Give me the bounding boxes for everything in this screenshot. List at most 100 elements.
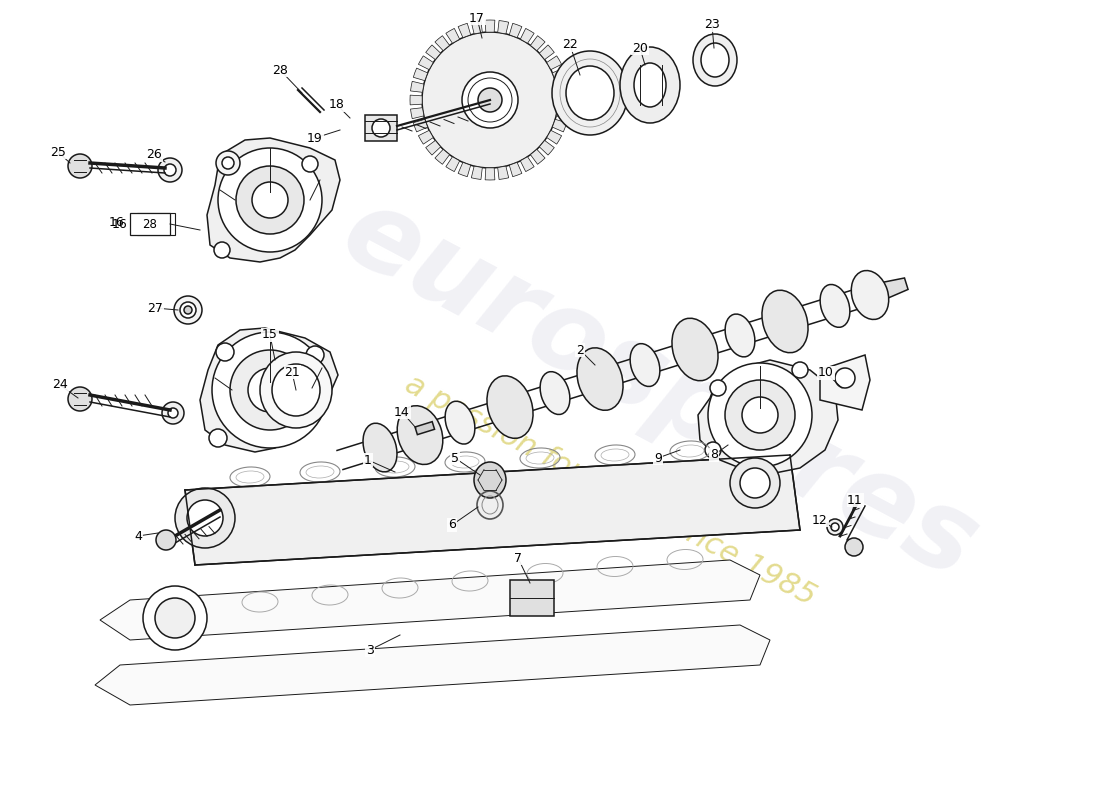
Ellipse shape (566, 66, 614, 120)
Ellipse shape (155, 598, 195, 638)
Text: 1: 1 (364, 454, 372, 466)
Ellipse shape (705, 442, 720, 458)
Text: 9: 9 (654, 451, 662, 465)
Ellipse shape (540, 372, 570, 414)
Text: 15: 15 (262, 329, 278, 342)
Polygon shape (520, 29, 535, 43)
Ellipse shape (363, 423, 397, 472)
Polygon shape (100, 560, 760, 640)
Ellipse shape (576, 348, 623, 410)
Polygon shape (539, 141, 554, 155)
Polygon shape (200, 328, 338, 452)
Ellipse shape (212, 332, 328, 448)
Polygon shape (207, 138, 340, 262)
Polygon shape (552, 119, 567, 132)
Ellipse shape (218, 148, 322, 252)
Ellipse shape (845, 538, 864, 556)
Ellipse shape (162, 402, 184, 424)
Ellipse shape (835, 368, 855, 388)
Polygon shape (820, 355, 870, 410)
Ellipse shape (474, 462, 506, 498)
Text: 18: 18 (329, 98, 345, 111)
Ellipse shape (252, 182, 288, 218)
Ellipse shape (740, 468, 770, 498)
Text: 7: 7 (514, 551, 522, 565)
Ellipse shape (634, 63, 665, 107)
Polygon shape (434, 36, 450, 50)
Polygon shape (547, 56, 562, 70)
Ellipse shape (742, 397, 778, 433)
Ellipse shape (230, 350, 310, 430)
Text: 20: 20 (632, 42, 648, 54)
Polygon shape (458, 23, 471, 38)
Polygon shape (530, 36, 546, 50)
Polygon shape (471, 21, 482, 34)
Text: 26: 26 (146, 149, 162, 162)
Ellipse shape (725, 314, 755, 357)
Bar (415, 422, 434, 434)
Polygon shape (458, 162, 471, 177)
Text: 3: 3 (366, 643, 374, 657)
Ellipse shape (68, 387, 92, 411)
Ellipse shape (478, 88, 502, 112)
Ellipse shape (222, 157, 234, 169)
Ellipse shape (851, 270, 889, 319)
Ellipse shape (220, 155, 236, 171)
Ellipse shape (184, 306, 192, 314)
Text: 28: 28 (143, 218, 157, 230)
Ellipse shape (487, 376, 534, 438)
Text: 8: 8 (710, 449, 718, 462)
Ellipse shape (708, 363, 812, 467)
Polygon shape (410, 82, 424, 92)
Text: 24: 24 (52, 378, 68, 391)
Polygon shape (414, 68, 428, 81)
Polygon shape (552, 68, 567, 81)
Polygon shape (418, 56, 433, 70)
Text: 22: 22 (562, 38, 578, 51)
Ellipse shape (272, 364, 320, 416)
Polygon shape (539, 45, 554, 59)
Polygon shape (698, 360, 838, 473)
Ellipse shape (143, 586, 207, 650)
Bar (510, 580, 554, 616)
Ellipse shape (68, 154, 92, 178)
Text: 6: 6 (448, 518, 455, 531)
Ellipse shape (216, 343, 234, 361)
Ellipse shape (175, 488, 235, 548)
Text: 2: 2 (576, 343, 584, 357)
Ellipse shape (302, 156, 318, 172)
Text: 19: 19 (307, 131, 323, 145)
Polygon shape (509, 162, 521, 177)
Ellipse shape (306, 346, 324, 364)
Polygon shape (547, 130, 562, 144)
Ellipse shape (552, 51, 628, 135)
Ellipse shape (710, 380, 726, 396)
Polygon shape (557, 108, 570, 118)
Ellipse shape (214, 242, 230, 258)
Text: eurospares: eurospares (324, 178, 996, 602)
Polygon shape (497, 166, 508, 179)
Ellipse shape (164, 164, 176, 176)
Ellipse shape (620, 47, 680, 123)
Ellipse shape (397, 406, 443, 465)
Polygon shape (446, 29, 460, 43)
Text: 25: 25 (51, 146, 66, 158)
Text: 23: 23 (704, 18, 719, 31)
Polygon shape (418, 130, 433, 144)
Bar (138, 213, 175, 235)
Text: 14: 14 (394, 406, 410, 418)
Polygon shape (95, 625, 770, 705)
Polygon shape (557, 82, 570, 92)
Ellipse shape (248, 368, 292, 412)
Ellipse shape (187, 500, 223, 536)
Text: 4: 4 (134, 530, 142, 542)
Ellipse shape (236, 166, 304, 234)
Polygon shape (426, 45, 441, 59)
Ellipse shape (446, 402, 475, 444)
Ellipse shape (216, 151, 240, 175)
Ellipse shape (730, 458, 780, 508)
Polygon shape (497, 21, 508, 34)
Ellipse shape (762, 290, 808, 353)
Ellipse shape (180, 302, 196, 318)
Polygon shape (867, 278, 909, 305)
